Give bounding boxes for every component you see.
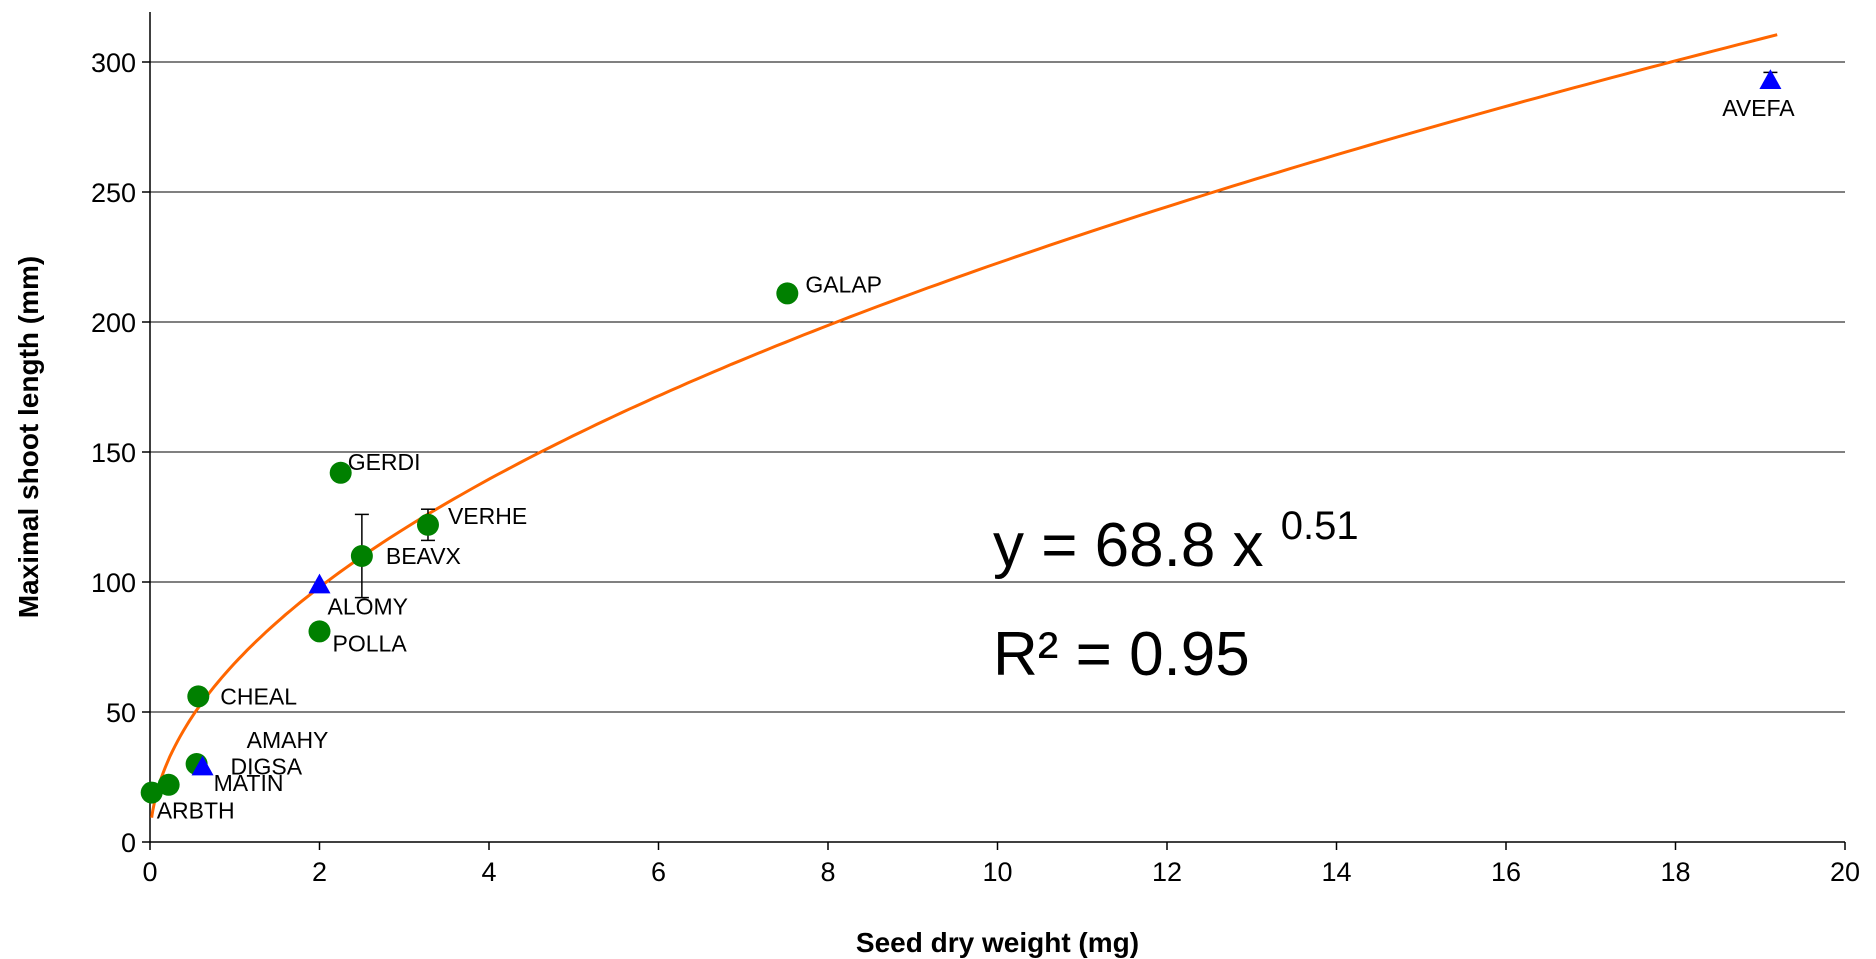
data-point-circle — [350, 545, 373, 567]
data-point-circle — [308, 620, 331, 643]
y-tick-label: 300 — [91, 48, 136, 78]
data-point-circle — [187, 685, 210, 708]
x-tick-label: 12 — [1152, 857, 1182, 887]
point-label: ALOMY — [328, 594, 409, 620]
data-point-triangle — [1759, 69, 1782, 89]
x-tick-label: 4 — [481, 857, 496, 887]
fit-equation-base: y = 68.8 x — [993, 511, 1264, 580]
x-tick-label: 8 — [820, 857, 835, 887]
point-label: AVEFA — [1722, 95, 1795, 121]
fit-curve-group — [150, 33, 1778, 818]
x-tick-label: 20 — [1830, 857, 1860, 887]
x-tick-label: 0 — [142, 857, 157, 887]
point-label: DIGSA — [231, 754, 303, 780]
y-tick-label: 200 — [91, 308, 136, 338]
axes: 0 50 100 150 200 250 300 0 2 4 6 8 10 12 14 16 18 20 — [91, 12, 1860, 887]
data-point-circle — [416, 513, 439, 536]
y-tick-label: 0 — [121, 828, 136, 858]
data-point-circle — [140, 781, 163, 804]
y-tick-label: 150 — [91, 438, 136, 468]
fit-curve — [150, 33, 1778, 818]
point-label: MATIN — [214, 770, 284, 796]
data-point-circle — [157, 773, 180, 796]
fit-equation: y = 68.8 x 0.51 — [993, 504, 1359, 580]
data-point-circle — [776, 282, 799, 305]
y-tick-label: 250 — [91, 178, 136, 208]
y-tick-label: 100 — [91, 568, 136, 598]
x-tick-label: 14 — [1321, 857, 1351, 887]
point-label: ARBTH — [157, 798, 235, 824]
point-label: BEAVX — [386, 543, 461, 569]
point-label: VERHE — [448, 503, 527, 529]
x-tick-label: 18 — [1660, 857, 1690, 887]
y-tick-label: 50 — [106, 698, 136, 728]
y-axis-title: Maximal shoot length (mm) — [13, 256, 44, 618]
data-point-circle — [329, 461, 352, 484]
x-axis-title: Seed dry weight (mg) — [856, 927, 1139, 958]
x-tick-label: 10 — [982, 857, 1012, 887]
r-squared-text: R² = 0.95 — [993, 620, 1250, 689]
point-label: GALAP — [805, 271, 882, 297]
x-tick-label: 2 — [312, 857, 327, 887]
x-tick-label: 6 — [651, 857, 666, 887]
data-points — [140, 69, 1782, 804]
point-label: AMAHY — [247, 727, 329, 753]
data-point-triangle — [191, 755, 214, 776]
point-label: POLLA — [333, 630, 408, 656]
point-label: CHEAL — [220, 683, 297, 709]
fit-equation-exponent: 0.51 — [1281, 504, 1359, 548]
point-label: GERDI — [348, 449, 421, 475]
x-tick-label: 16 — [1491, 857, 1521, 887]
grid-lines — [150, 61, 1845, 713]
data-point-triangle — [308, 573, 331, 594]
